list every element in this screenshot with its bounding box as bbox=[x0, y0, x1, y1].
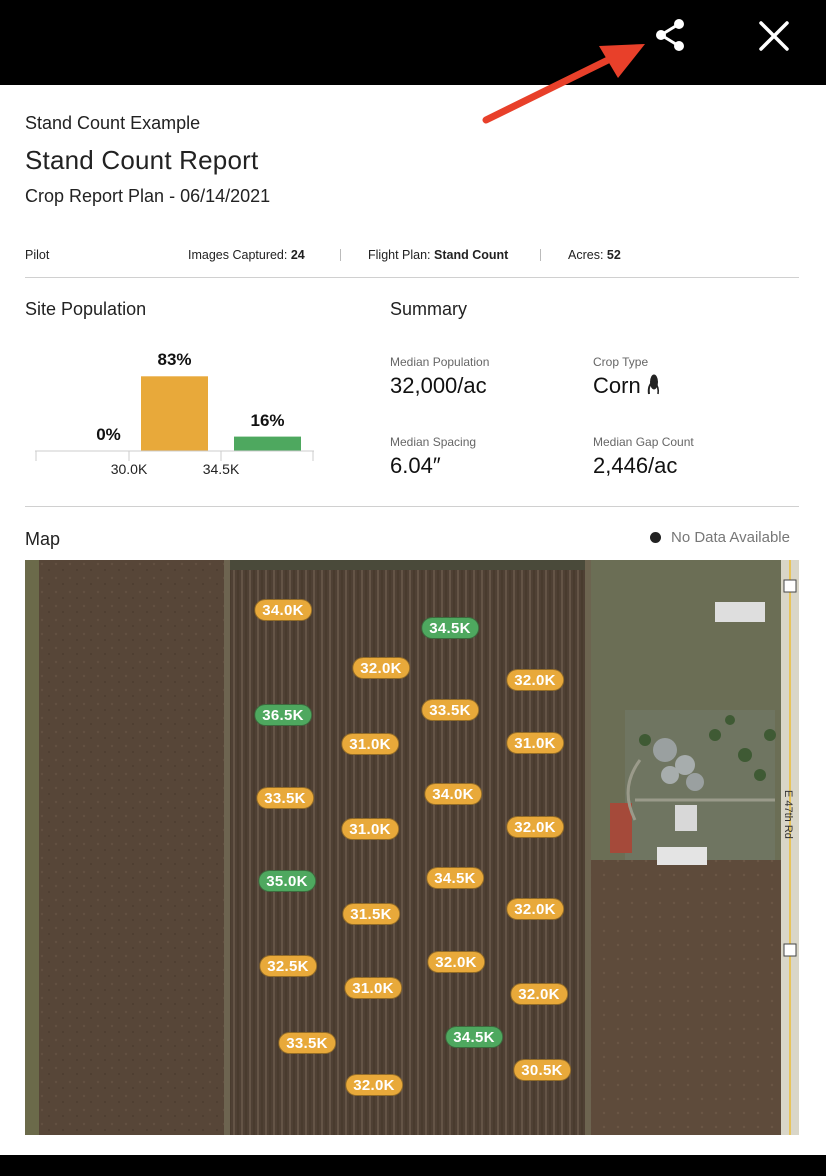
median-spacing-label: Median Spacing bbox=[390, 435, 477, 449]
bar-label: 0% bbox=[96, 425, 121, 444]
road-label: E 47th Rd bbox=[782, 790, 794, 839]
acres-value: 52 bbox=[606, 248, 621, 262]
tick-label: 30.0K bbox=[110, 461, 148, 477]
population-histogram: 0% 83% 16% 30.0K 34.5K bbox=[25, 340, 325, 480]
report-plan: Crop Report Plan - 06/14/2021 bbox=[25, 186, 271, 206]
images-captured-value: 24 bbox=[290, 248, 305, 262]
population-marker[interactable]: 34.5K bbox=[426, 867, 484, 889]
median-gap-label: Median Gap Count bbox=[593, 435, 694, 449]
crop-type-value: Corn bbox=[593, 373, 641, 398]
bar-label: 16% bbox=[250, 410, 285, 430]
population-marker[interactable]: 30.5K bbox=[513, 1059, 571, 1081]
histogram-bar bbox=[141, 376, 208, 451]
bottom-bar bbox=[0, 1155, 826, 1176]
corn-icon bbox=[647, 374, 659, 395]
acres-label: Acres: bbox=[568, 248, 607, 262]
map-legend: No Data Available bbox=[650, 529, 790, 546]
population-marker[interactable]: 32.0K bbox=[506, 816, 564, 838]
population-marker[interactable]: 35.0K bbox=[258, 870, 316, 892]
crop-type-label: Crop Type bbox=[593, 355, 649, 369]
share-icon bbox=[656, 19, 684, 51]
divider bbox=[25, 277, 799, 278]
population-marker[interactable]: 34.5K bbox=[445, 1026, 503, 1048]
meta-divider bbox=[540, 249, 541, 261]
median-gap-value: 2,446/ac bbox=[593, 453, 678, 478]
flight-plan: Flight Plan: Stand Count bbox=[368, 248, 508, 262]
population-marker[interactable]: 34.0K bbox=[254, 599, 312, 621]
median-population-label: Median Population bbox=[390, 355, 490, 369]
bar-label: 83% bbox=[157, 350, 192, 370]
population-marker[interactable]: 32.5K bbox=[259, 955, 317, 977]
population-marker[interactable]: 32.0K bbox=[352, 657, 410, 679]
flight-plan-value: Stand Count bbox=[434, 248, 509, 262]
share-button[interactable] bbox=[648, 14, 692, 58]
images-captured: Images Captured: 24 bbox=[188, 248, 305, 262]
site-population-title: Site Population bbox=[25, 299, 147, 319]
population-marker[interactable]: 31.0K bbox=[341, 733, 399, 755]
population-marker[interactable]: 33.5K bbox=[421, 699, 479, 721]
population-marker[interactable]: 33.5K bbox=[256, 787, 314, 809]
population-marker[interactable]: 31.0K bbox=[341, 818, 399, 840]
close-button[interactable] bbox=[752, 14, 796, 58]
satellite-image: E 47th Rd bbox=[25, 560, 799, 1135]
population-marker[interactable]: 32.0K bbox=[427, 951, 485, 973]
median-population-value: 32,000/ac bbox=[390, 373, 487, 398]
crop-type: Corn bbox=[593, 373, 661, 399]
population-marker[interactable]: 32.0K bbox=[506, 669, 564, 691]
population-marker[interactable]: 32.0K bbox=[345, 1074, 403, 1096]
pilot-label: Pilot bbox=[25, 248, 50, 262]
acres: Acres: 52 bbox=[568, 248, 621, 262]
median-spacing-value: 6.04″ bbox=[390, 453, 441, 478]
population-marker[interactable]: 31.0K bbox=[506, 732, 564, 754]
population-marker[interactable]: 32.0K bbox=[506, 898, 564, 920]
population-marker[interactable]: 31.5K bbox=[342, 903, 400, 925]
summary-title: Summary bbox=[390, 299, 468, 319]
population-marker[interactable]: 36.5K bbox=[254, 704, 312, 726]
population-marker[interactable]: 34.0K bbox=[424, 783, 482, 805]
report-title: Stand Count Report bbox=[25, 145, 259, 175]
report-subtitle: Stand Count Example bbox=[25, 113, 201, 133]
no-data-dot-icon bbox=[650, 532, 661, 543]
population-marker[interactable]: 31.0K bbox=[344, 977, 402, 999]
flight-plan-label: Flight Plan: bbox=[368, 248, 435, 262]
legend-label: No Data Available bbox=[671, 529, 790, 546]
histogram-chart bbox=[35, 376, 314, 461]
field-map[interactable]: E 47th Rd 34.0K 34.5K 32.0K 32.0K 36.5K 33.5K… bbox=[25, 560, 799, 1135]
close-icon bbox=[759, 21, 789, 51]
tick-label: 34.5K bbox=[202, 461, 240, 477]
population-marker[interactable]: 34.5K bbox=[421, 617, 479, 639]
meta-divider bbox=[340, 249, 341, 261]
population-marker[interactable]: 33.5K bbox=[278, 1032, 336, 1054]
histogram-bar bbox=[234, 436, 301, 451]
map-title: Map bbox=[25, 529, 61, 549]
population-marker[interactable]: 32.0K bbox=[510, 983, 568, 1005]
top-bar bbox=[0, 0, 826, 85]
images-captured-label: Images Captured: bbox=[188, 248, 291, 262]
divider bbox=[25, 506, 799, 507]
